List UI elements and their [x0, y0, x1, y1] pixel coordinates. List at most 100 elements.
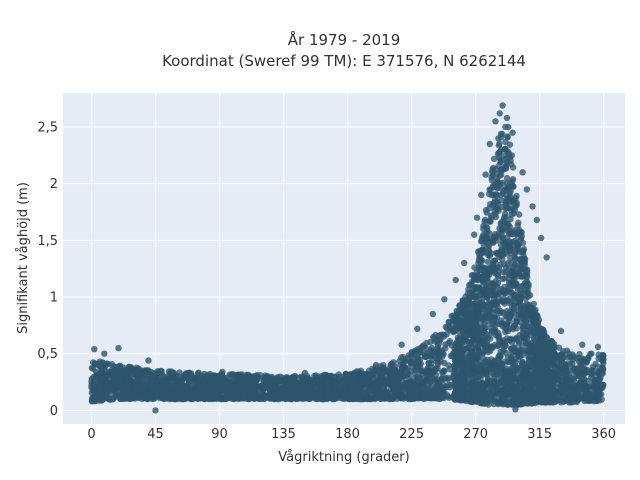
data-point	[532, 306, 539, 314]
data-point	[246, 374, 253, 381]
data-point	[500, 373, 508, 380]
data-point	[487, 291, 494, 298]
data-point	[478, 298, 485, 306]
data-point	[503, 313, 511, 320]
data-point	[517, 236, 524, 243]
data-point	[495, 142, 502, 149]
data-point	[559, 351, 566, 358]
data-point	[494, 272, 502, 279]
data-point	[413, 392, 420, 400]
data-point	[599, 364, 606, 372]
data-point	[493, 307, 501, 314]
data-point	[465, 338, 472, 346]
data-point	[430, 333, 437, 341]
data-point	[155, 377, 162, 384]
data-point	[571, 365, 579, 372]
data-point	[504, 319, 511, 327]
data-point	[473, 316, 480, 323]
data-point	[490, 200, 498, 207]
data-point	[290, 373, 298, 380]
data-point	[246, 394, 253, 401]
data-point	[160, 373, 167, 380]
data-point	[494, 399, 501, 406]
data-point	[468, 349, 476, 356]
data-point	[552, 371, 559, 378]
data-point	[465, 344, 472, 351]
data-point	[416, 375, 424, 382]
data-point	[506, 141, 514, 148]
data-point	[531, 319, 539, 327]
data-point	[517, 379, 524, 386]
data-point	[105, 373, 112, 380]
data-point	[494, 342, 501, 349]
data-point	[440, 367, 447, 374]
data-point	[94, 361, 101, 368]
data-point	[490, 239, 497, 246]
data-point	[499, 238, 506, 245]
data-point	[444, 393, 451, 400]
data-point	[515, 340, 523, 347]
data-point	[513, 281, 520, 289]
data-point	[513, 255, 520, 263]
data-point	[518, 301, 525, 309]
data-point	[456, 373, 464, 380]
data-point	[569, 360, 576, 367]
data-point	[580, 371, 587, 378]
data-point	[515, 211, 523, 218]
data-point	[289, 385, 296, 393]
data-point	[475, 310, 482, 317]
data-point	[490, 258, 497, 265]
data-point	[537, 354, 545, 361]
data-point	[544, 358, 551, 365]
data-point	[415, 356, 422, 363]
data-point	[403, 371, 411, 379]
data-point	[471, 264, 478, 271]
data-point	[476, 285, 483, 292]
data-point	[227, 394, 234, 402]
data-point	[148, 388, 155, 395]
data-point	[525, 280, 532, 288]
data-point	[589, 363, 597, 371]
data-point	[89, 384, 97, 391]
data-point	[393, 395, 400, 402]
data-point	[377, 372, 384, 380]
data-point	[534, 380, 541, 387]
data-point	[514, 307, 521, 314]
data-point	[106, 391, 113, 398]
data-point	[483, 367, 490, 374]
data-point	[488, 386, 495, 393]
data-point	[215, 380, 222, 387]
data-point	[576, 354, 583, 362]
data-point	[482, 216, 489, 223]
data-point	[126, 367, 133, 374]
data-point	[124, 376, 131, 384]
data-point	[423, 370, 430, 378]
data-point	[502, 268, 509, 276]
data-point	[427, 338, 434, 346]
data-point	[520, 308, 527, 315]
data-point	[472, 328, 480, 335]
data-point	[445, 362, 452, 369]
data-point	[502, 342, 509, 349]
data-point	[480, 278, 487, 285]
data-point	[335, 371, 342, 378]
data-point	[477, 292, 485, 299]
data-point	[477, 376, 484, 383]
data-point	[452, 362, 459, 370]
data-point	[147, 368, 155, 376]
data-point	[510, 164, 517, 171]
data-point	[488, 174, 495, 181]
data-point	[502, 368, 510, 375]
chart-title: År 1979 - 2019 Koordinat (Sweref 99 TM):…	[162, 30, 526, 70]
data-point	[485, 360, 492, 368]
data-point	[167, 385, 174, 392]
data-point	[494, 150, 502, 158]
data-point	[148, 395, 156, 402]
data-point	[376, 387, 383, 395]
data-point	[474, 276, 482, 284]
data-point	[507, 254, 514, 262]
data-point	[420, 343, 428, 350]
data-point	[98, 397, 105, 404]
data-point	[585, 355, 592, 362]
data-point	[450, 370, 457, 378]
